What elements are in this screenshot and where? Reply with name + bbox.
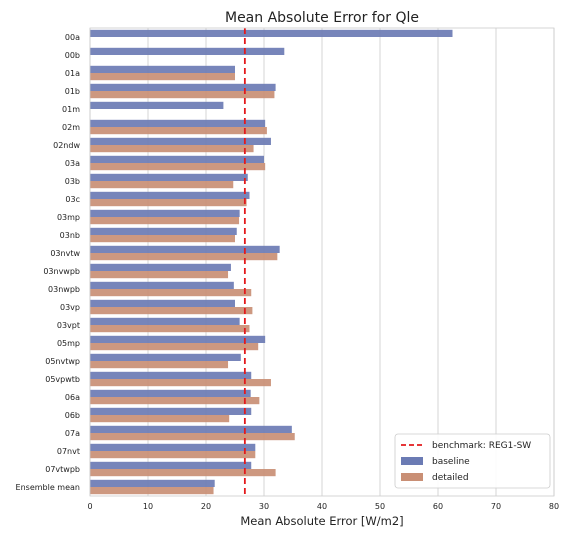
category-label-07a: 07a: [65, 429, 80, 438]
category-label-03nwpb: 03nwpb: [48, 285, 80, 294]
category-label-05mp: 05mp: [57, 339, 80, 348]
category-label-02ndw: 02ndw: [53, 141, 80, 150]
x-tick-label-40: 40: [317, 502, 327, 511]
bar-detailed-03vpt: [90, 325, 250, 333]
bar-detailed-03mp: [90, 217, 240, 225]
bar-baseline-01b: [90, 83, 276, 91]
bar-detailed-03nvwpb: [90, 271, 229, 279]
bar-detailed-ensemble-mean: [90, 487, 214, 495]
legend-benchmark-label: benchmark: REG1-SW: [432, 441, 531, 451]
bar-detailed-01b: [90, 91, 275, 99]
bars: [90, 29, 453, 495]
bar-baseline-05vpwtb: [90, 371, 252, 379]
bar-baseline-03c: [90, 191, 250, 199]
bar-baseline-01m: [90, 101, 224, 109]
bar-detailed-07vtwpb: [90, 469, 276, 477]
legend: benchmark: REG1-SW baseline detailed: [394, 433, 551, 489]
bar-baseline-00b: [90, 47, 285, 55]
x-tick-label-50: 50: [375, 502, 385, 511]
bar-baseline-03vpt: [90, 317, 240, 325]
bar-baseline-00a: [90, 29, 453, 37]
plot-frame: [89, 27, 555, 497]
category-label-01a: 01a: [65, 69, 80, 78]
bar-baseline-03nwpb: [90, 281, 234, 289]
bar-baseline-03nvtw: [90, 245, 280, 253]
bar-detailed-05nvtwp: [90, 361, 229, 369]
category-label-01b: 01b: [65, 87, 80, 96]
legend-detailed-label: detailed: [432, 473, 469, 483]
x-tick-label-20: 20: [201, 502, 211, 511]
bar-detailed-02m: [90, 127, 267, 135]
bar-detailed-02ndw: [90, 145, 254, 153]
bar-baseline-03nb: [90, 227, 237, 235]
bar-baseline-05mp: [90, 335, 266, 343]
bar-baseline-05nvtwp: [90, 353, 241, 361]
category-label-03c: 03c: [65, 195, 80, 204]
category-labels: 00a 00b 01a 01b 01m 02m 02ndw 03a 03b 03c 03mp 03nb…: [16, 33, 81, 492]
category-label-06a: 06a: [65, 393, 80, 402]
bar-baseline-03nvwpb: [90, 263, 231, 271]
category-label-02m: 02m: [62, 123, 80, 132]
category-label-03b: 03b: [65, 177, 80, 186]
category-label-03mp: 03mp: [57, 213, 80, 222]
category-label-03nvwpb: 03nvwpb: [43, 267, 80, 276]
bar-detailed-05mp: [90, 343, 259, 351]
bar-baseline-07nvt: [90, 443, 256, 451]
category-label-ensemble-mean: Ensemble mean: [16, 483, 80, 492]
bar-detailed-03nb: [90, 235, 235, 243]
bar-baseline-06a: [90, 389, 251, 397]
bar-detailed-03nwpb: [90, 289, 252, 297]
bar-detailed-06b: [90, 415, 230, 423]
bar-baseline-07a: [90, 425, 292, 433]
bar-baseline-02ndw: [90, 137, 271, 145]
x-tick-label-60: 60: [433, 502, 443, 511]
chart-title: Mean Absolute Error for Qle: [225, 10, 419, 26]
legend-baseline-label: baseline: [432, 457, 470, 467]
bar-detailed-06a: [90, 397, 260, 405]
bar-detailed-07nvt: [90, 451, 256, 459]
category-label-00a: 00a: [65, 33, 80, 42]
category-label-03vpt: 03vpt: [57, 321, 80, 330]
category-label-03nvtw: 03nvtw: [50, 249, 80, 258]
x-tick-label-70: 70: [491, 502, 501, 511]
bar-baseline-06b: [90, 407, 252, 415]
bar-detailed-03c: [90, 199, 247, 207]
x-tick-label-80: 80: [549, 502, 559, 511]
x-tick-labels: 0 10 20 30 40 50 60 70 80: [87, 502, 559, 511]
bar-baseline-03vp: [90, 299, 235, 307]
bar-baseline-02m: [90, 119, 266, 127]
category-label-06b: 06b: [65, 411, 80, 420]
x-tick-label-10: 10: [143, 502, 153, 511]
bar-detailed-03vp: [90, 307, 253, 315]
category-label-03nb: 03nb: [60, 231, 80, 240]
bar-baseline-03b: [90, 173, 248, 181]
category-label-07vtwpb: 07vtwpb: [45, 465, 80, 474]
bar-detailed-01a: [90, 73, 235, 81]
category-label-05vpwtb: 05vpwtb: [45, 375, 80, 384]
bar-detailed-03a: [90, 163, 266, 171]
legend-baseline-swatch: [401, 457, 423, 465]
bar-detailed-03nvtw: [90, 253, 278, 261]
category-label-01m: 01m: [62, 105, 80, 114]
bar-baseline-01a: [90, 65, 235, 73]
category-label-03vp: 03vp: [60, 303, 80, 312]
legend-detailed-swatch: [401, 473, 423, 481]
x-tick-label-30: 30: [259, 502, 269, 511]
x-tick-label-0: 0: [87, 502, 92, 511]
bar-detailed-05vpwtb: [90, 379, 271, 387]
category-label-07nvt: 07nvt: [57, 447, 80, 456]
x-axis-title: Mean Absolute Error [W/m2]: [240, 514, 403, 528]
bar-baseline-03a: [90, 155, 264, 163]
category-label-05nvtwp: 05nvtwp: [45, 357, 80, 366]
category-label-03a: 03a: [65, 159, 80, 168]
bar-baseline-ensemble-mean: [90, 479, 215, 487]
legend-box: [394, 433, 551, 489]
bar-baseline-03mp: [90, 209, 240, 217]
category-label-00b: 00b: [65, 51, 80, 60]
bar-baseline-07vtwpb: [90, 461, 252, 469]
bar-detailed-07a: [90, 433, 295, 441]
bar-detailed-03b: [90, 181, 234, 189]
